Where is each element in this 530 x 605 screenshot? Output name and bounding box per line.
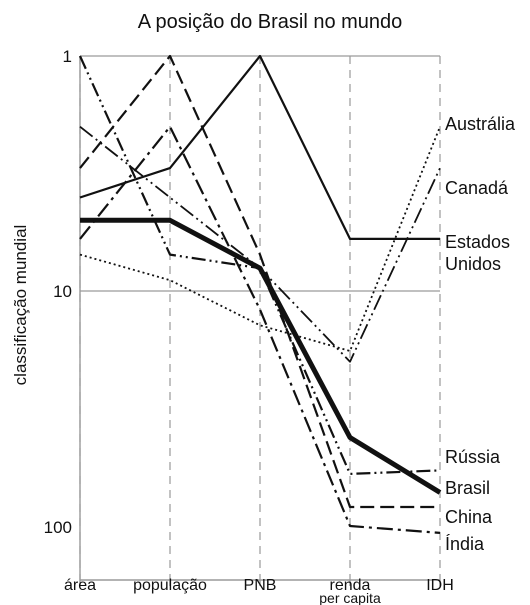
series-label-estados-unidos: Estados <box>445 232 510 252</box>
x-tick-label-renda-per-capita: renda <box>330 577 371 594</box>
series-label-russia: Rússia <box>445 447 501 467</box>
y-tick-label-1: 1 <box>63 47 72 66</box>
category-gridlines <box>79 56 441 586</box>
y-tick-label-10: 10 <box>53 282 72 301</box>
series-label-india: Índia <box>445 534 485 554</box>
series-line-china <box>79 54 440 509</box>
series-line-india <box>79 125 441 534</box>
series-label-brasil: Brasil <box>445 478 490 498</box>
y-tick-label-100: 100 <box>44 518 72 537</box>
series-lines <box>78 54 442 534</box>
chart-title: A posição do Brasil no mundo <box>138 11 403 33</box>
x-tick-label-renda-per-capita-line2: per capita <box>319 590 381 605</box>
series-label-canada: Canadá <box>445 178 509 198</box>
x-tick-label-populacao: população <box>133 577 207 594</box>
series-label-australia: Austrália <box>445 114 516 134</box>
series-line-brasil <box>80 217 442 495</box>
x-tick-label-area: área <box>64 577 96 594</box>
x-tick-label-idh: IDH <box>426 577 454 594</box>
x-tick-label-pnb: PNB <box>244 577 277 594</box>
series-label-estados-unidos-line2: Unidos <box>445 254 501 274</box>
series-label-china: China <box>445 507 493 527</box>
series-line-estados-unidos <box>79 54 440 240</box>
y-axis-label: classificação mundial <box>11 225 30 386</box>
